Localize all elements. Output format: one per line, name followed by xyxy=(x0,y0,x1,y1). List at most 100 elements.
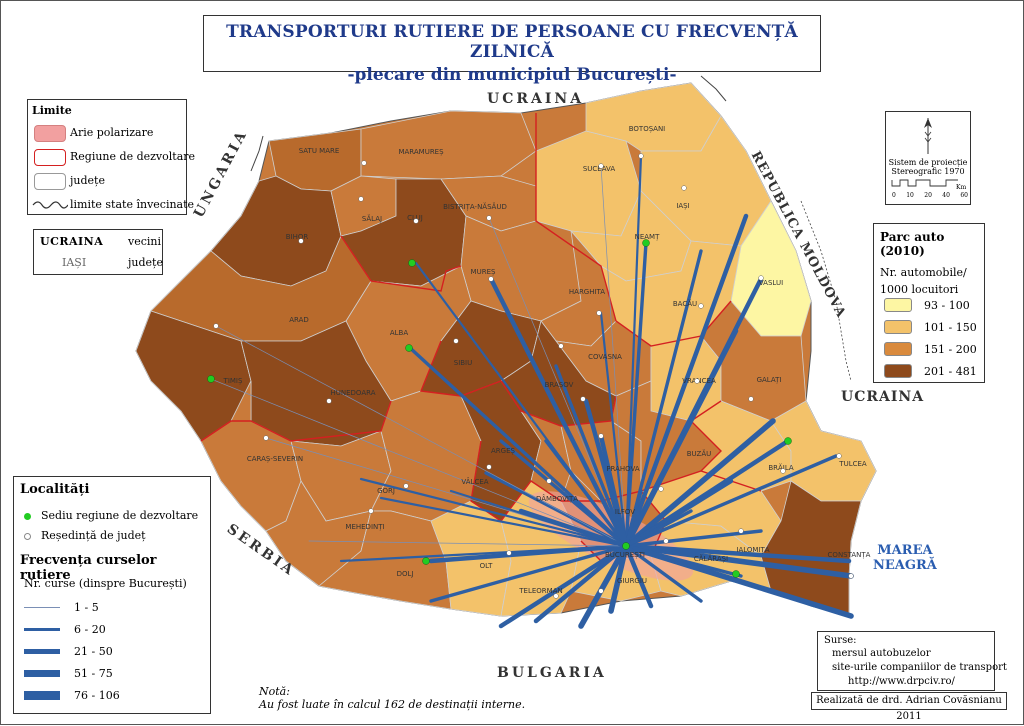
county-label: MEHEDINȚI xyxy=(345,523,384,532)
county-label: HARGHITA xyxy=(569,288,605,296)
county-label: SATU MARE xyxy=(299,147,340,155)
county-seat-dot xyxy=(658,486,664,492)
route-line xyxy=(339,544,628,563)
legend-item-county-seat: Reședință de județ xyxy=(24,529,146,542)
county-label: ILFOV xyxy=(615,508,635,516)
county-label: ARGEȘ xyxy=(491,447,515,455)
county-label: VÂLCEA xyxy=(461,477,488,486)
county-seat-dot xyxy=(663,538,669,544)
legend-item-region-seat: Sediu regiune de dezvoltare xyxy=(24,509,198,522)
county-label: CONSTANȚA xyxy=(828,551,871,560)
county-seat-dot xyxy=(580,396,586,402)
region-seat-dot xyxy=(207,375,215,383)
sources-header: Surse: xyxy=(824,635,857,646)
note: Notă: Au fost luate în calcul 162 de des… xyxy=(259,685,526,711)
state-border-east xyxy=(800,200,852,382)
county-seat-dot xyxy=(638,153,644,159)
county-seat-dot xyxy=(368,508,374,514)
route-line xyxy=(624,544,743,578)
freq-row-5: 76 - 106 xyxy=(24,689,214,703)
route-line xyxy=(488,276,629,549)
county-label: TIMIȘ xyxy=(223,377,243,385)
country-label-east2: UCRAINA xyxy=(841,389,925,405)
county-label: BUCUREȘTI xyxy=(605,551,645,559)
legend-item-county: județe xyxy=(28,169,186,193)
region-seat-dot xyxy=(422,557,430,565)
freq-row-4: 51 - 75 xyxy=(24,667,214,681)
legend-frequency-sub: Nr. curse (dinspre București) xyxy=(24,577,187,590)
swatch-polarization xyxy=(34,125,66,142)
county-label: COVASNA xyxy=(588,353,622,361)
scale-bar-icon xyxy=(891,179,958,187)
county-label: BRAȘOV xyxy=(545,381,574,389)
swatch-county xyxy=(34,173,66,190)
county-seat-dot xyxy=(486,464,492,470)
routes-layer xyxy=(210,154,854,629)
county-label: IALOMIȚA xyxy=(736,546,769,555)
county-label: MARAMUREȘ xyxy=(398,148,444,156)
county-seat-dot xyxy=(598,433,604,439)
route-line xyxy=(308,540,627,547)
region-seat-dot xyxy=(408,259,416,267)
county-label: SĂLAJ xyxy=(362,214,382,223)
freq-row-1: 1 - 5 xyxy=(24,601,214,615)
county-seat-dot xyxy=(486,215,492,221)
county-seat-dot xyxy=(780,468,786,474)
route-line xyxy=(533,543,629,624)
region-seat-dot xyxy=(622,542,630,550)
route-line xyxy=(499,439,628,548)
route-line xyxy=(623,378,714,549)
route-line xyxy=(624,544,703,603)
route-line xyxy=(554,364,628,548)
county-label: MUREȘ xyxy=(471,268,496,276)
county-label: GORJ xyxy=(377,487,395,495)
county-label: OLT xyxy=(480,562,493,570)
route-line xyxy=(624,529,763,548)
county-seat-dot xyxy=(738,528,744,534)
county-seat-dot xyxy=(506,550,512,556)
country-label-south: BULGARIA xyxy=(497,665,607,681)
county-label: PRAHOVA xyxy=(606,465,640,473)
county-seat-dot xyxy=(848,573,854,579)
route-line xyxy=(578,543,629,629)
author-box: Realizată de drd. Adrian Covăsnianu 2011 xyxy=(811,692,1007,722)
county-label: NEAMȚ xyxy=(635,233,660,242)
county-seat-dot xyxy=(546,478,552,484)
county-label: SIBIU xyxy=(454,359,473,367)
legend-parc-auto: Parc auto (2010) Nr. automobile/ 1000 lo… xyxy=(873,223,985,383)
white-dot-icon xyxy=(24,532,31,540)
map-title-box: TRANSPORTURI RUTIERE DE PERSOANE CU FREC… xyxy=(203,15,821,85)
county-label: BRĂILA xyxy=(768,463,794,472)
route-line xyxy=(215,325,627,547)
county-label: BUZĂU xyxy=(687,449,712,458)
county-seat-dot xyxy=(453,338,459,344)
county-maramures xyxy=(360,110,537,180)
map-title: TRANSPORTURI RUTIERE DE PERSOANE CU FREC… xyxy=(226,22,798,62)
county-label: BOTOȘANI xyxy=(629,125,666,133)
county-labels: SATU MARE MARAMUREȘ BOTOȘANI SUCEAVA SĂLAJ BI… xyxy=(223,125,871,595)
county-label: CĂLĂRAȘI xyxy=(694,554,728,563)
county-seat-dot xyxy=(413,218,419,224)
county-seat-dot xyxy=(836,453,842,459)
county-label: VASLUI xyxy=(759,279,783,287)
route-line xyxy=(623,543,852,564)
county-label: GIURGIU xyxy=(617,577,647,585)
freq-row-3: 21 - 50 xyxy=(24,645,214,659)
route-line xyxy=(429,544,628,603)
county-label: IAȘI xyxy=(676,202,689,210)
legend-frequency-header: Frecvența curselor rutiere xyxy=(20,553,157,583)
county-seat-dot xyxy=(403,483,409,489)
county-seat-dot xyxy=(263,435,269,441)
region-seat-dot xyxy=(405,344,413,352)
county-label: BISTRIȚA-NĂSĂUD xyxy=(443,202,507,212)
county-seat-dot xyxy=(298,238,304,244)
legend-localitati: Localități Sediu regiune de dezvoltare R… xyxy=(13,476,211,714)
north-arrow-icon xyxy=(924,118,932,154)
county-seat-dot xyxy=(681,185,687,191)
legend-projection: Sistem de proiecție Stereografic 1970 0 … xyxy=(885,111,971,205)
scale-ticks: 0 10 20 40 60 xyxy=(892,192,968,199)
route-line xyxy=(624,241,648,548)
county-label: CARAȘ-SEVERIN xyxy=(247,455,303,463)
county-seat-dot xyxy=(698,303,704,309)
